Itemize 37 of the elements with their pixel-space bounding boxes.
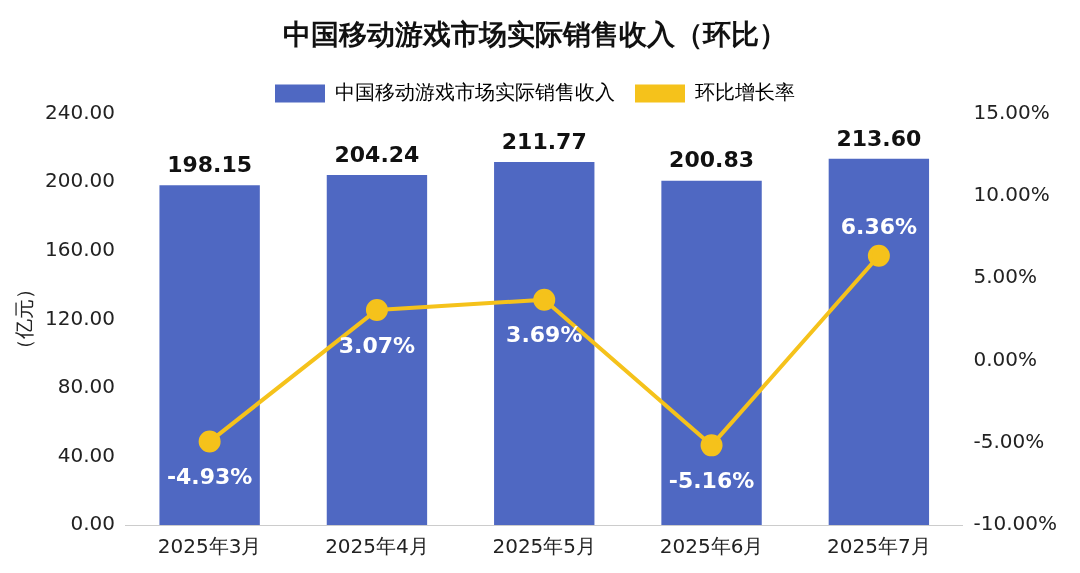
x-tick-label: 2025年4月 (325, 534, 429, 559)
y-tick-label: 80.00 (57, 374, 115, 399)
y-tick-label: 0.00 (70, 511, 115, 536)
y-tick-label: 200.00 (45, 168, 115, 193)
y-tick-label: 240.00 (45, 99, 115, 124)
x-tick-label: 2025年5月 (492, 534, 597, 559)
x-tick-label: 2025年7月 (827, 534, 931, 559)
y-tick-label: 40.00 (57, 442, 115, 467)
point (700, 434, 723, 457)
y-tick-label: 160.00 (45, 236, 115, 261)
chart-title: 中国移动游戏市场实际销售收入（环比） (283, 18, 787, 52)
x-tick-label: 2025年6月 (659, 534, 764, 559)
point (867, 244, 890, 267)
data-label: 6.36% (840, 214, 918, 240)
x-tick-label: 2025年3月 (157, 534, 262, 559)
data-label: 200.83 (669, 147, 755, 173)
y-tick-label: 120.00 (45, 305, 115, 330)
data-label: 204.24 (334, 141, 420, 167)
data-label: 213.60 (836, 125, 922, 151)
point (365, 298, 388, 321)
y2-tick-label: 5.00% (973, 264, 1038, 289)
point (533, 288, 556, 311)
y-axis-title: （亿元） (12, 279, 37, 360)
data-label: 198.15 (167, 152, 253, 178)
y2-tick-label: -10.00% (973, 511, 1058, 536)
data-label: 211.77 (501, 128, 587, 154)
y2-tick-label: 10.00% (973, 182, 1050, 207)
legend-label: 中国移动游戏市场实际销售收入 (335, 79, 615, 104)
y2-tick-label: 15.00% (973, 99, 1050, 124)
y2-tick-label: 0.00% (973, 346, 1038, 371)
data-label: -5.16% (668, 468, 755, 494)
point (198, 430, 221, 453)
data-label: 3.69% (506, 322, 583, 348)
data-label: -4.93% (166, 464, 253, 490)
y2-tick-label: -5.00% (973, 428, 1045, 453)
data-label: 3.07% (338, 332, 416, 358)
legend-label: 环比增长率 (695, 79, 795, 104)
